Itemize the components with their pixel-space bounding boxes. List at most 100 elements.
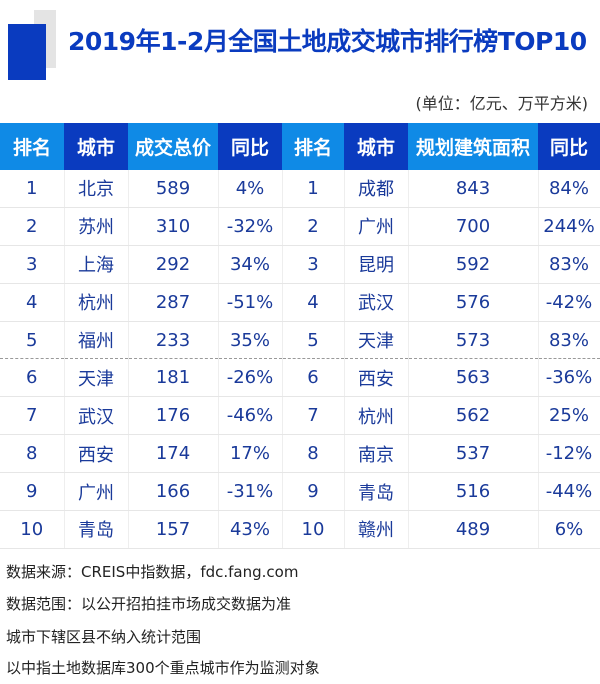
table-cell: 10: [282, 510, 345, 549]
table-cell: 杭州: [64, 283, 129, 322]
table-cell: 6: [282, 358, 345, 398]
table-cell: 35%: [218, 321, 283, 360]
table-cell: 83%: [538, 245, 600, 284]
table-row: 1 北京 589 4% 1 成都 843 84%: [0, 170, 600, 208]
table-cell: 青岛: [344, 472, 409, 512]
table-cell: 4: [282, 283, 345, 322]
table-cell: 5: [0, 321, 65, 360]
table-cell: 233: [128, 321, 219, 360]
table-cell: 6%: [538, 510, 600, 549]
unit-note: (单位：亿元、万平方米): [415, 94, 589, 113]
table-cell: 562: [408, 396, 539, 436]
footer-source: 数据来源：CREIS中指数据，fdc.fang.com: [6, 563, 299, 581]
table-cell: 广州: [344, 207, 409, 246]
column-header: 成交总价: [128, 123, 218, 170]
table-cell: 700: [408, 207, 539, 246]
table-row: 7 武汉 176 -46% 7 杭州 562 25%: [0, 396, 600, 436]
table-cell: 1: [282, 170, 345, 208]
table-cell: 福州: [64, 321, 129, 360]
table-cell: 34%: [218, 245, 283, 284]
table-cell: 1: [0, 170, 65, 208]
table-cell: -26%: [218, 358, 283, 398]
table-cell: 4: [0, 283, 65, 322]
table-cell: 7: [282, 396, 345, 436]
table-cell: -42%: [538, 283, 600, 322]
table-row: 5 福州 233 35% 5 天津 573 83%: [0, 321, 600, 360]
footer-note: 城市下辖区县不纳入统计范围: [6, 628, 202, 646]
table-cell: 9: [282, 472, 345, 512]
table-cell: 176: [128, 396, 219, 436]
table-cell: 43%: [218, 510, 283, 549]
title-decoration-blue: [8, 24, 46, 80]
table-cell: 244%: [538, 207, 600, 246]
table-cell: 昆明: [344, 245, 409, 284]
table-cell: 516: [408, 472, 539, 512]
table-cell: -31%: [218, 472, 283, 512]
table-cell: 武汉: [344, 283, 409, 322]
table-cell: 310: [128, 207, 219, 246]
table-cell: 武汉: [64, 396, 129, 436]
page-title: 2019年1-2月全国土地成交城市排行榜TOP10: [68, 27, 587, 56]
footer-monitor: 以中指土地数据库300个重点城市作为监测对象: [6, 659, 320, 677]
table-cell: 2: [282, 207, 345, 246]
table-cell: -32%: [218, 207, 283, 246]
table-cell: -36%: [538, 358, 600, 398]
table-cell: 苏州: [64, 207, 129, 246]
table-cell: 537: [408, 434, 539, 474]
column-header: 城市: [64, 123, 128, 170]
table-cell: 8: [0, 434, 65, 474]
column-header: 排名: [282, 123, 344, 170]
table-cell: 174: [128, 434, 219, 474]
table-row: 3 上海 292 34% 3 昆明 592 83%: [0, 245, 600, 284]
table-cell: 3: [282, 245, 345, 284]
table-cell: 杭州: [344, 396, 409, 436]
table-cell: -12%: [538, 434, 600, 474]
column-header: 排名: [0, 123, 64, 170]
table-cell: 赣州: [344, 510, 409, 549]
table-row: 10 青岛 157 43% 10 赣州 489 6%: [0, 510, 600, 549]
table-cell: 6: [0, 358, 65, 398]
table-cell: 青岛: [64, 510, 129, 549]
table-cell: 292: [128, 245, 219, 284]
table-cell: 北京: [64, 170, 129, 208]
ranking-table: 排名 城市 成交总价 同比 排名 城市 规划建筑面积 同比 1 北京 589 4% 1 成都 843 84%…: [0, 123, 600, 549]
table-cell: 573: [408, 321, 539, 360]
table-cell: 9: [0, 472, 65, 512]
table-cell: -44%: [538, 472, 600, 512]
table-cell: 7: [0, 396, 65, 436]
table-cell: 592: [408, 245, 539, 284]
column-header: 城市: [344, 123, 408, 170]
table-cell: 589: [128, 170, 219, 208]
table-row: 2 苏州 310 -32% 2 广州 700 244%: [0, 207, 600, 246]
table-cell: 83%: [538, 321, 600, 360]
table-cell: 166: [128, 472, 219, 512]
table-cell: -51%: [218, 283, 283, 322]
column-header: 同比: [538, 123, 600, 170]
table-cell: 84%: [538, 170, 600, 208]
table-cell: 157: [128, 510, 219, 549]
table-cell: 西安: [64, 434, 129, 474]
table-cell: 489: [408, 510, 539, 549]
table-cell: 西安: [344, 358, 409, 398]
table-cell: 10: [0, 510, 65, 549]
table-cell: 2: [0, 207, 65, 246]
table-cell: 上海: [64, 245, 129, 284]
table-cell: 287: [128, 283, 219, 322]
table-cell: -46%: [218, 396, 283, 436]
footer-scope: 数据范围：以公开招拍挂市场成交数据为准: [6, 595, 292, 613]
table-cell: 17%: [218, 434, 283, 474]
table-row: 6 天津 181 -26% 6 西安 563 -36%: [0, 358, 600, 398]
table-row: 8 西安 174 17% 8 南京 537 -12%: [0, 434, 600, 474]
table-cell: 广州: [64, 472, 129, 512]
table-cell: 4%: [218, 170, 283, 208]
table-cell: 576: [408, 283, 539, 322]
table-cell: 25%: [538, 396, 600, 436]
column-header: 规划建筑面积: [408, 123, 538, 170]
table-cell: 5: [282, 321, 345, 360]
table-cell: 8: [282, 434, 345, 474]
table-cell: 天津: [344, 321, 409, 360]
table-cell: 181: [128, 358, 219, 398]
table-cell: 3: [0, 245, 65, 284]
column-header: 同比: [218, 123, 282, 170]
